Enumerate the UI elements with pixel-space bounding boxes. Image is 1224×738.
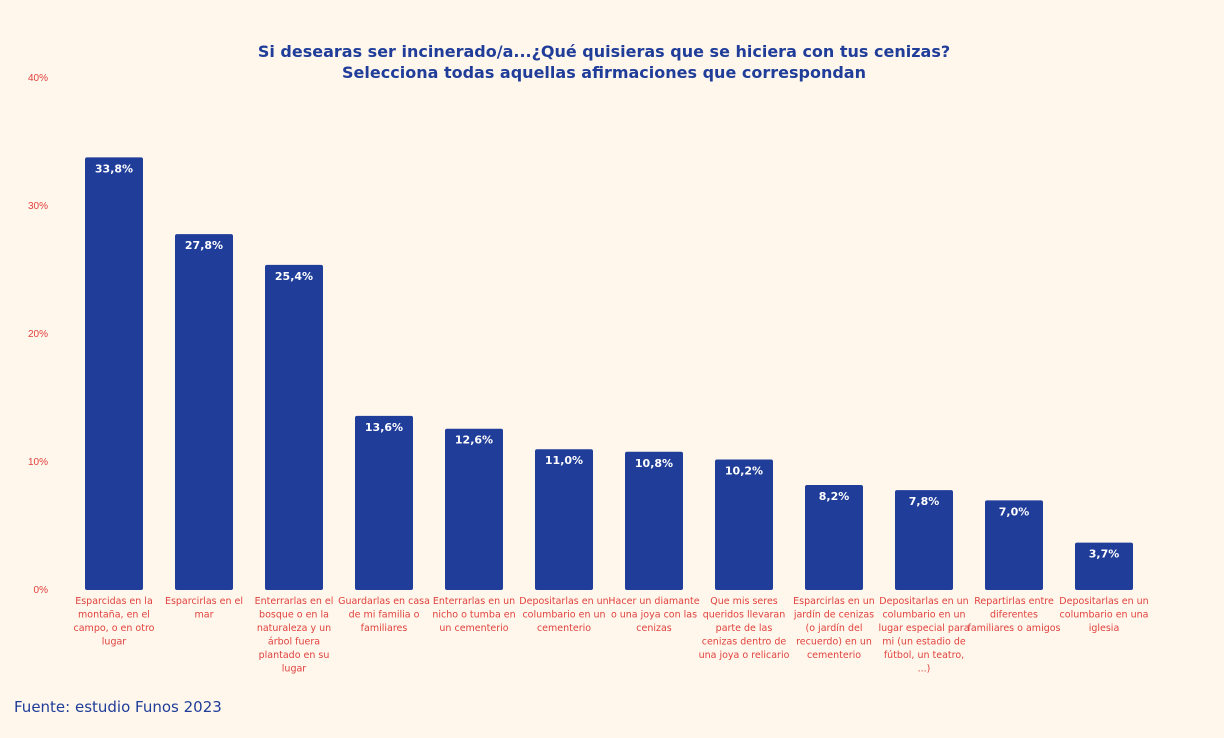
bar bbox=[355, 415, 413, 590]
y-tick-label: 0% bbox=[34, 585, 49, 596]
category-label: Esparcirlas en un jardín de cenizas (o jar… bbox=[793, 596, 875, 661]
data-label: 13,6% bbox=[365, 421, 403, 434]
bar bbox=[625, 451, 683, 590]
data-label: 10,8% bbox=[635, 457, 673, 470]
chart-title-line: Selecciona todas aquellas afirmaciones q… bbox=[342, 63, 866, 82]
data-label: 27,8% bbox=[185, 239, 223, 252]
bar bbox=[805, 485, 863, 590]
data-label: 3,7% bbox=[1089, 548, 1120, 561]
y-axis: 0% 10% 20% 30% 40% bbox=[28, 73, 48, 596]
bar bbox=[85, 157, 143, 591]
category-label: Esparcirlas en el mar bbox=[165, 596, 243, 621]
data-label: 12,6% bbox=[455, 434, 493, 447]
source-note: Fuente: estudio Funos 2023 bbox=[14, 698, 222, 716]
category-label: Depositarlas en un columbario en un lugar … bbox=[878, 596, 969, 675]
data-label: 10,2% bbox=[725, 464, 763, 477]
y-tick-label: 40% bbox=[28, 73, 48, 84]
category-label: Enterrarlas en el bosque o en la naturalez… bbox=[255, 596, 334, 675]
bar bbox=[715, 459, 773, 590]
category-label: Esparcidas en la montaña, en el campo, o e… bbox=[74, 596, 155, 648]
chart-title-line: Si desearas ser incinerado/a...¿Qué quis… bbox=[258, 42, 950, 61]
bars bbox=[85, 157, 1133, 591]
category-label: Repartirlas entre diferentes familiares o … bbox=[967, 596, 1060, 634]
data-label: 7,8% bbox=[909, 495, 940, 508]
bar bbox=[175, 234, 233, 590]
bar bbox=[535, 449, 593, 590]
category-label: Que mis seres queridos llevaran parte de l… bbox=[699, 596, 790, 661]
y-tick-label: 10% bbox=[28, 457, 48, 468]
bar bbox=[265, 264, 323, 590]
data-label: 7,0% bbox=[999, 505, 1030, 518]
bar bbox=[985, 500, 1043, 590]
data-label: 25,4% bbox=[275, 270, 313, 283]
category-label: Depositarlas en un columbario en una igles… bbox=[1059, 596, 1148, 634]
category-labels: Esparcidas en la montaña, en el campo, o e… bbox=[74, 596, 1149, 675]
data-label: 8,2% bbox=[819, 490, 850, 503]
category-label: Enterrarlas en un nicho o tumba en un ceme… bbox=[432, 596, 515, 634]
category-label: Depositarlas en un columbario en un cement… bbox=[519, 596, 608, 634]
category-label: Hacer un diamante o una joya con las ceniz… bbox=[608, 596, 699, 634]
data-label: 11,0% bbox=[545, 454, 583, 467]
value-labels: 33,8% 27,8% 25,4% 13,6% 12,6% 11,0% 10,8% 10,2%… bbox=[95, 162, 1119, 560]
data-label: 33,8% bbox=[95, 162, 133, 175]
chart-title: Si desearas ser incinerado/a...¿Qué quis… bbox=[258, 42, 950, 82]
category-label: Guardarlas en casa de mi familia o familia… bbox=[338, 596, 430, 634]
bar bbox=[895, 490, 953, 590]
y-tick-label: 30% bbox=[28, 201, 48, 212]
bar bbox=[445, 428, 503, 590]
y-tick-label: 20% bbox=[28, 329, 48, 340]
bar bbox=[1075, 542, 1133, 590]
